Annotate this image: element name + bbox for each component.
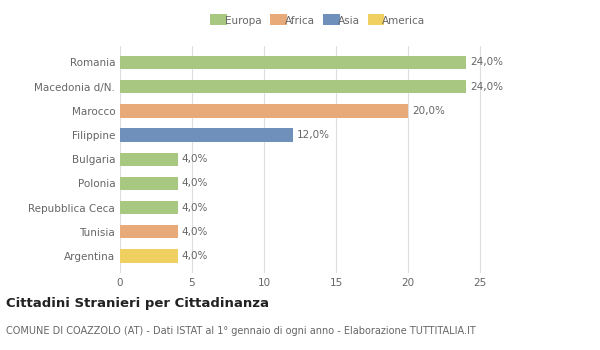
Text: 4,0%: 4,0% xyxy=(182,251,208,261)
Text: 4,0%: 4,0% xyxy=(182,227,208,237)
Bar xyxy=(120,153,178,166)
Bar xyxy=(120,225,178,238)
Text: Cittadini Stranieri per Cittadinanza: Cittadini Stranieri per Cittadinanza xyxy=(6,298,269,310)
Text: COMUNE DI COAZZOLO (AT) - Dati ISTAT al 1° gennaio di ogni anno - Elaborazione T: COMUNE DI COAZZOLO (AT) - Dati ISTAT al … xyxy=(6,326,476,336)
Bar xyxy=(120,249,178,262)
Text: 24,0%: 24,0% xyxy=(470,57,503,68)
Bar xyxy=(120,128,293,142)
Text: 4,0%: 4,0% xyxy=(182,203,208,213)
Bar xyxy=(120,201,178,214)
Text: 24,0%: 24,0% xyxy=(470,82,503,92)
Text: 4,0%: 4,0% xyxy=(182,154,208,164)
Bar xyxy=(120,80,466,93)
Text: 12,0%: 12,0% xyxy=(297,130,330,140)
Text: 4,0%: 4,0% xyxy=(182,178,208,188)
Text: 20,0%: 20,0% xyxy=(412,106,445,116)
Bar xyxy=(120,104,408,118)
Bar xyxy=(120,177,178,190)
Bar xyxy=(120,56,466,69)
Legend: Europa, Africa, Asia, America: Europa, Africa, Asia, America xyxy=(208,14,428,28)
